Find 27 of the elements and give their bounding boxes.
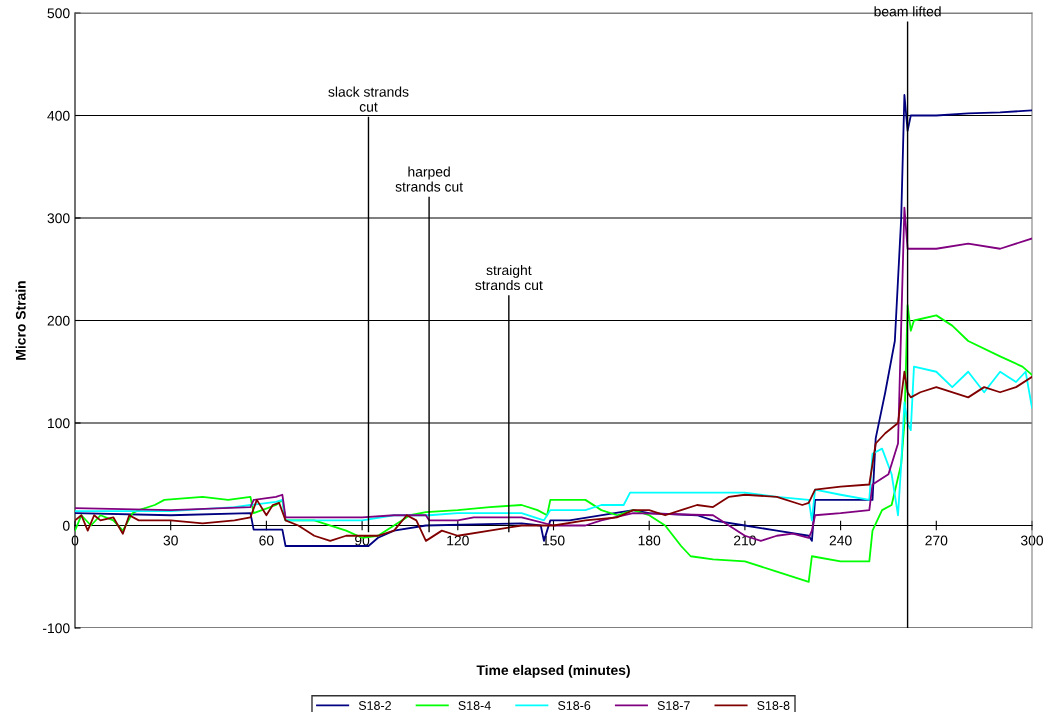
y-tick-label: 0 [62,520,70,531]
y-tick-label: -100 [42,623,70,634]
legend-label: S18-6 [558,701,591,710]
ref-line-label: harped strands cut [395,166,463,192]
y-tick-label: 400 [47,110,70,121]
ref-line-label: beam lifted [874,6,941,17]
y-tick-label: 200 [47,315,70,326]
y-axis-title: Micro Strain [15,281,26,360]
y-tick-label: 300 [47,213,70,224]
y-tick-label: 500 [47,8,70,19]
legend-label: S18-7 [657,701,690,710]
ref-line-label: straight strands cut [475,264,543,291]
x-axis-title: Time elapsed (minutes) [476,664,630,678]
legend-label: S18-4 [458,701,491,710]
legend-label: S18-8 [757,701,790,710]
x-tick-label: 210 [734,535,756,546]
x-tick-label: 120 [447,535,469,546]
x-tick-label: 300 [1020,535,1044,546]
x-tick-label: 60 [259,535,274,546]
x-tick-label: 240 [829,535,852,546]
x-tick-label: 180 [638,535,661,546]
x-tick-label: 270 [925,535,948,546]
x-tick-label: 30 [163,535,178,546]
y-tick-label: 100 [48,418,70,429]
ref-line-label: slack strands cut [328,86,409,112]
legend-label: S18-2 [358,701,391,710]
x-tick-label: 150 [542,535,565,546]
